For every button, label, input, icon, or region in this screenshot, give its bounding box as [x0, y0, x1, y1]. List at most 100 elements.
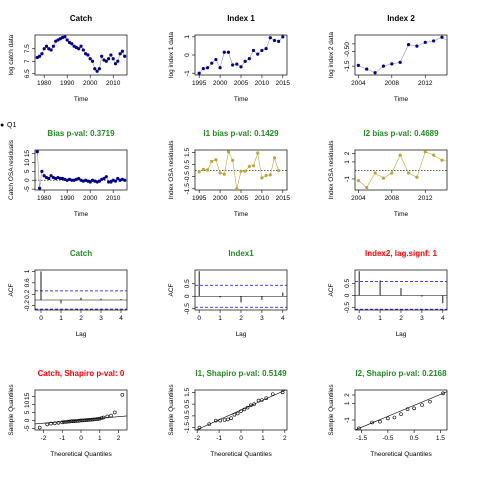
x-axis-label: Time — [74, 96, 89, 103]
data-point — [52, 421, 57, 426]
y-tick-label: 5 — [24, 169, 31, 173]
data-point — [77, 47, 81, 51]
data-point — [112, 410, 117, 415]
data-point — [441, 391, 445, 396]
data-point — [260, 48, 264, 53]
y-tick-label: 1.5 — [184, 148, 191, 157]
y-axis-label: Sample Quantiles — [328, 384, 335, 436]
data-point — [120, 49, 124, 53]
data-point — [256, 151, 260, 155]
data-point — [272, 38, 277, 43]
y-tick-label: 5 — [24, 410, 31, 414]
y-tick-label: 15 — [24, 150, 31, 158]
y-tick-label: -0.2 — [24, 300, 31, 312]
legend-marker: ● — [0, 122, 4, 129]
data-point — [77, 418, 81, 423]
data-point — [107, 57, 111, 61]
x-tick-label: 0 — [197, 315, 201, 322]
data-point — [226, 417, 230, 422]
x-tick-label: 2015 — [276, 195, 291, 202]
panel-qq_index2: I2, Shapiro p-val: 0.2168 -1.5 -0.5 0.5 1.5 -… — [328, 369, 448, 458]
data-point — [70, 42, 74, 46]
y-tick-label: 2 — [344, 151, 351, 155]
x-tick-label: 2005 — [234, 195, 249, 202]
x-tick-label: 1990 — [60, 80, 75, 87]
data-point — [97, 179, 101, 183]
reference-line — [355, 391, 447, 430]
y-tick-label: 0.5 — [184, 279, 191, 288]
y-tick-label: 0 — [184, 53, 191, 57]
x-tick-label: 3 — [99, 315, 103, 322]
data-point — [107, 180, 111, 184]
data-point — [399, 412, 403, 416]
data-point — [239, 409, 243, 413]
data-point — [35, 150, 39, 154]
data-point — [277, 169, 281, 173]
data-point — [239, 169, 243, 173]
data-point — [264, 173, 268, 178]
plot-frame — [34, 149, 128, 191]
y-tick-label: -1.5 — [184, 183, 191, 195]
x-tick-label: 2010 — [106, 80, 121, 87]
data-point — [92, 417, 96, 422]
x-tick-label: 0 — [239, 435, 243, 442]
data-point — [51, 44, 56, 48]
data-point — [423, 40, 427, 45]
x-tick-label: 2 — [399, 315, 403, 322]
data-point — [356, 63, 360, 67]
data-point — [45, 422, 50, 427]
x-tick-label: 0 — [357, 315, 361, 322]
x-tick-label: -1 — [59, 435, 65, 442]
data-point — [111, 57, 115, 61]
data-point — [81, 48, 85, 52]
data-point — [113, 62, 118, 66]
data-point — [264, 47, 268, 51]
data-point — [218, 171, 222, 175]
data-point — [88, 180, 92, 184]
data-point — [116, 176, 120, 181]
data-point — [73, 419, 78, 423]
data-point — [405, 407, 410, 411]
data-point — [245, 405, 250, 410]
data-point — [201, 167, 205, 171]
data-point — [210, 61, 214, 65]
x-tick-label: 0.5 — [410, 435, 419, 442]
y-tick-label: 0.6 — [24, 278, 31, 287]
data-point — [88, 57, 92, 61]
y-tick-label: 1 — [184, 35, 191, 39]
data-point — [264, 396, 268, 401]
data-point — [109, 180, 113, 184]
data-point — [420, 403, 424, 407]
y-tick-label: -5 — [24, 186, 31, 192]
data-point — [256, 398, 261, 403]
data-point — [197, 425, 202, 430]
plot-area — [35, 35, 127, 73]
data-point — [218, 66, 222, 70]
data-point — [252, 402, 256, 406]
data-point — [251, 164, 256, 168]
reference-line — [35, 415, 127, 425]
data-point — [272, 156, 277, 160]
data-point — [280, 390, 285, 395]
y-tick-label: -5 — [24, 425, 31, 431]
plot-area — [355, 271, 447, 310]
y-axis-label: ACF — [168, 283, 175, 296]
data-point — [99, 416, 104, 420]
y-axis-label: ACF — [8, 283, 15, 296]
data-point — [226, 150, 231, 154]
y-tick-label: 0 — [184, 294, 191, 298]
series-line — [199, 150, 279, 189]
data-point — [251, 48, 256, 53]
x-tick-label: 4 — [441, 315, 445, 322]
plot-frame — [34, 34, 128, 76]
data-point — [113, 179, 118, 183]
data-point — [440, 35, 444, 39]
x-tick-label: 2010 — [255, 195, 270, 202]
data-point — [67, 419, 72, 424]
data-point — [270, 392, 275, 396]
x-axis-label: Lag — [396, 331, 407, 338]
x-tick-label: 2008 — [385, 195, 400, 202]
data-point — [66, 419, 70, 424]
data-point — [97, 416, 102, 421]
